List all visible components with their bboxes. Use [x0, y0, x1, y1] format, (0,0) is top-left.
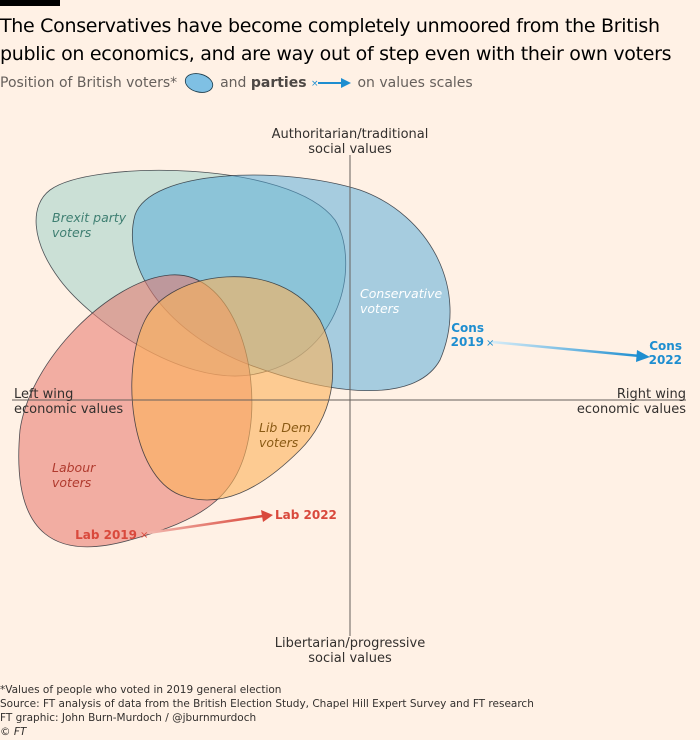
conservative-label: Conservative — [360, 286, 442, 301]
labour-label-2: voters — [52, 475, 92, 490]
conservative-label-2: voters — [360, 301, 400, 316]
party-arrow-legend-icon: × — [311, 78, 352, 89]
cons-2019-label-2: 2019 — [451, 335, 484, 349]
brexit-label: Brexit party — [52, 210, 127, 225]
axis-right-label-2: economic values — [577, 402, 686, 417]
voter-ellipse-legend-icon — [184, 73, 213, 93]
ft-brand-bar — [0, 0, 60, 6]
libdem-voters-area — [131, 276, 333, 501]
chart-footer: *Values of people who voted in 2019 gene… — [0, 683, 534, 739]
labour-label: Labour — [52, 460, 96, 475]
axis-top-label-2: social values — [308, 142, 392, 157]
lab-2019-marker: × — [140, 530, 148, 541]
cons-2022-label-2: 2022 — [649, 353, 682, 367]
libdem-label-2: voters — [259, 435, 299, 450]
lab-2022-label: Lab 2022 — [275, 508, 337, 522]
cons-2019-marker: × — [486, 338, 494, 349]
axis-right-label: Right wing — [617, 387, 686, 402]
chart-title: The Conservatives have become completely… — [0, 15, 672, 65]
footnote: *Values of people who voted in 2019 gene… — [0, 684, 282, 696]
copyright: © FT — [0, 726, 27, 738]
cons-2022-label: Cons — [649, 339, 682, 353]
axis-bottom-label-2: social values — [308, 651, 392, 666]
brexit-label-2: voters — [52, 225, 92, 240]
source: Source: FT analysis of data from the Bri… — [0, 698, 534, 710]
lab-2019-label: Lab 2019 — [75, 528, 137, 542]
axis-left-label: Left wing — [14, 387, 73, 402]
svg-text:×: × — [311, 79, 319, 89]
cons-shift-arrow: × — [486, 338, 650, 362]
credit: FT graphic: John Burn-Murdoch / @jburnmu… — [0, 712, 257, 724]
chart-subtitle: Position of British voters* and parties … — [0, 72, 473, 94]
axis-top-label: Authoritarian/traditional — [272, 127, 429, 142]
libdem-label: Lib Dem — [259, 420, 311, 435]
axis-bottom-label: Libertarian/progressive — [275, 636, 425, 651]
axis-left-label-2: economic values — [14, 402, 123, 417]
lab-shift-arrow: × — [140, 510, 273, 541]
cons-2019-label: Cons — [451, 321, 484, 335]
